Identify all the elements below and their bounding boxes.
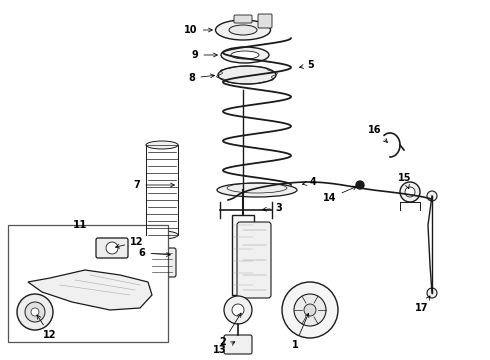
- Text: 11: 11: [73, 220, 87, 230]
- Ellipse shape: [231, 51, 259, 59]
- FancyBboxPatch shape: [96, 238, 128, 258]
- Circle shape: [400, 182, 420, 202]
- Ellipse shape: [221, 47, 269, 63]
- Ellipse shape: [216, 20, 270, 40]
- FancyBboxPatch shape: [258, 14, 272, 28]
- Circle shape: [304, 304, 316, 316]
- FancyBboxPatch shape: [232, 215, 254, 295]
- FancyBboxPatch shape: [148, 248, 176, 277]
- Circle shape: [356, 181, 364, 189]
- Circle shape: [232, 304, 244, 316]
- Text: 14: 14: [323, 186, 357, 203]
- Text: 3: 3: [263, 203, 282, 213]
- Circle shape: [294, 294, 326, 326]
- FancyBboxPatch shape: [234, 15, 252, 23]
- Ellipse shape: [146, 141, 178, 149]
- FancyBboxPatch shape: [237, 222, 271, 298]
- Text: 12: 12: [37, 315, 57, 340]
- Circle shape: [17, 294, 53, 330]
- Text: 15: 15: [398, 173, 412, 189]
- Text: 4: 4: [302, 177, 317, 187]
- Circle shape: [224, 296, 252, 324]
- FancyBboxPatch shape: [224, 335, 252, 354]
- Text: 17: 17: [415, 296, 430, 313]
- Polygon shape: [28, 270, 152, 310]
- Text: 5: 5: [299, 60, 315, 70]
- Circle shape: [25, 302, 45, 322]
- Text: 16: 16: [368, 125, 388, 143]
- Ellipse shape: [217, 183, 297, 197]
- Text: 9: 9: [192, 50, 218, 60]
- Circle shape: [427, 288, 437, 298]
- Ellipse shape: [218, 66, 276, 84]
- Text: 8: 8: [189, 73, 215, 83]
- Ellipse shape: [229, 25, 257, 35]
- Text: 1: 1: [292, 313, 309, 350]
- Text: 2: 2: [220, 313, 241, 347]
- Circle shape: [106, 242, 118, 254]
- Circle shape: [31, 308, 39, 316]
- Text: 12: 12: [116, 237, 144, 248]
- Text: 6: 6: [139, 248, 171, 258]
- FancyBboxPatch shape: [8, 225, 168, 342]
- Circle shape: [427, 191, 437, 201]
- Circle shape: [405, 187, 415, 197]
- Text: 10: 10: [184, 25, 212, 35]
- Text: 13: 13: [213, 342, 235, 355]
- Ellipse shape: [146, 231, 178, 239]
- Text: 7: 7: [134, 180, 174, 190]
- Circle shape: [282, 282, 338, 338]
